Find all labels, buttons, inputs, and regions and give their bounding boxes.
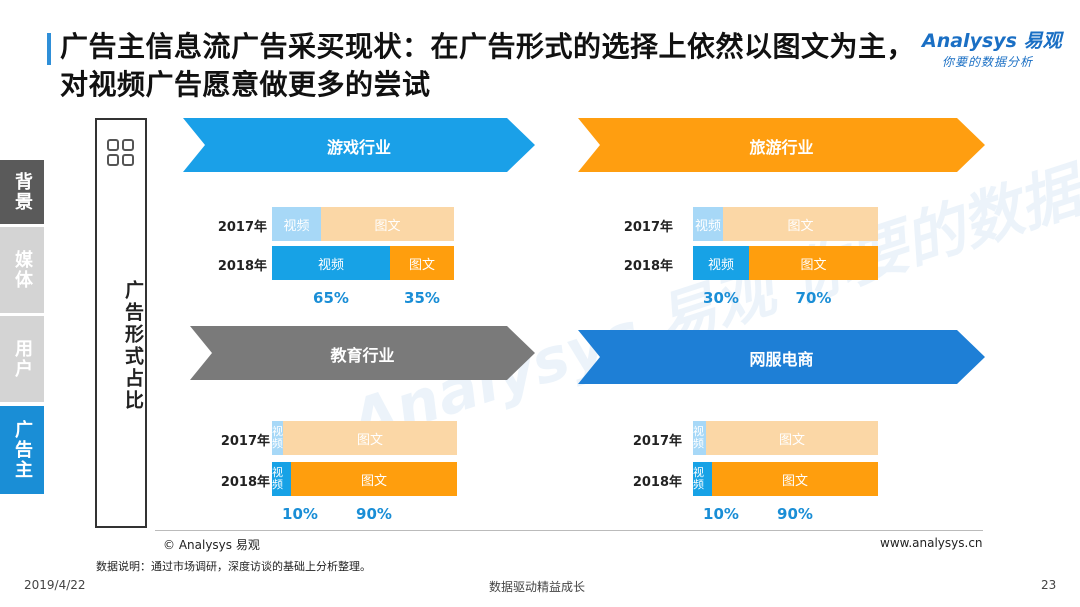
bar-segment-video: 视频 (693, 462, 712, 496)
percent-label-video: 65% (313, 289, 349, 307)
header-arrow-shape (578, 118, 985, 172)
year-label: 2018年 (217, 259, 267, 274)
year-label: 2017年 (220, 434, 270, 449)
side-tab-users[interactable]: 用户 (0, 316, 44, 402)
year-label: 2017年 (632, 434, 682, 449)
title-accent-bar (47, 33, 51, 65)
header-arrow-shape (190, 326, 535, 380)
percent-label-text: 70% (795, 289, 832, 307)
bar-segment-text: 图文 (283, 421, 457, 455)
footer-divider (155, 530, 983, 531)
bar-segment-video: 视频 (693, 207, 723, 241)
data-note: 数据说明：通过市场调研，深度访谈的基础上分析整理。 (96, 560, 371, 573)
side-tab-media[interactable]: 媒体 (0, 227, 44, 313)
bar-segment-text: 图文 (291, 462, 457, 496)
year-label: 2018年 (623, 259, 673, 274)
year-label: 2017年 (217, 220, 267, 235)
industry-header-arrow (190, 326, 535, 380)
bar-segment-text: 图文 (749, 246, 878, 280)
grid-icon (107, 139, 134, 166)
bar-segment-video: 视频 (693, 246, 749, 280)
bar-segment-text: 图文 (723, 207, 878, 241)
bar-segment-text: 图文 (712, 462, 878, 496)
bar-segment-video: 视频 (272, 246, 390, 280)
bar-segment-video: 视频 (272, 207, 321, 241)
percent-label-text: 35% (404, 289, 440, 307)
percent-label-video: 10% (282, 505, 318, 523)
industry-title: 游戏行业 (326, 138, 391, 157)
industry-header-arrow (183, 118, 535, 172)
header-arrow-shape (578, 330, 985, 384)
header-arrow-shape (183, 118, 535, 172)
percent-label-text: 90% (777, 505, 813, 523)
percent-label-video: 30% (703, 289, 739, 307)
bar-segment-video: 视频 (693, 421, 706, 455)
industry-header-arrow (578, 330, 985, 384)
bar-segment-video: 视频 (272, 421, 283, 455)
year-label: 2018年 (632, 475, 682, 490)
industry-title: 旅游行业 (749, 138, 814, 157)
percent-label-text: 90% (356, 505, 392, 523)
industry-title: 网服电商 (749, 350, 814, 369)
left-label-box (95, 118, 147, 528)
date: 2019/4/22 (24, 578, 86, 592)
analysys-logo: Analysys 易观 (922, 30, 1062, 52)
percent-label-video: 10% (703, 505, 739, 523)
industry-title: 教育行业 (330, 346, 395, 365)
copyright: © Analysys 易观 (163, 538, 260, 552)
slogan: 数据驱动精益成长 (489, 580, 586, 594)
left-axis-label: 广告形式占比 (122, 280, 144, 412)
industry-header-arrow (578, 118, 985, 172)
year-label: 2018年 (220, 475, 270, 490)
page-title: 广告主信息流广告采买现状：在广告形式的选择上依然以图文为主，对视频广告愿意做更多… (60, 30, 916, 101)
bar-segment-text: 图文 (321, 207, 454, 241)
year-label: 2017年 (623, 220, 673, 235)
bar-segment-video: 视频 (272, 462, 291, 496)
logo-tagline: 你要的数据分析 (942, 55, 1034, 69)
bar-segment-text: 图文 (706, 421, 878, 455)
side-tab-advertisers[interactable]: 广告主 (0, 406, 44, 494)
website-link[interactable]: www.analysys.cn (880, 536, 983, 550)
bar-segment-text: 图文 (390, 246, 454, 280)
side-tab-background[interactable]: 背景 (0, 160, 44, 224)
page-number: 23 (1041, 578, 1057, 592)
